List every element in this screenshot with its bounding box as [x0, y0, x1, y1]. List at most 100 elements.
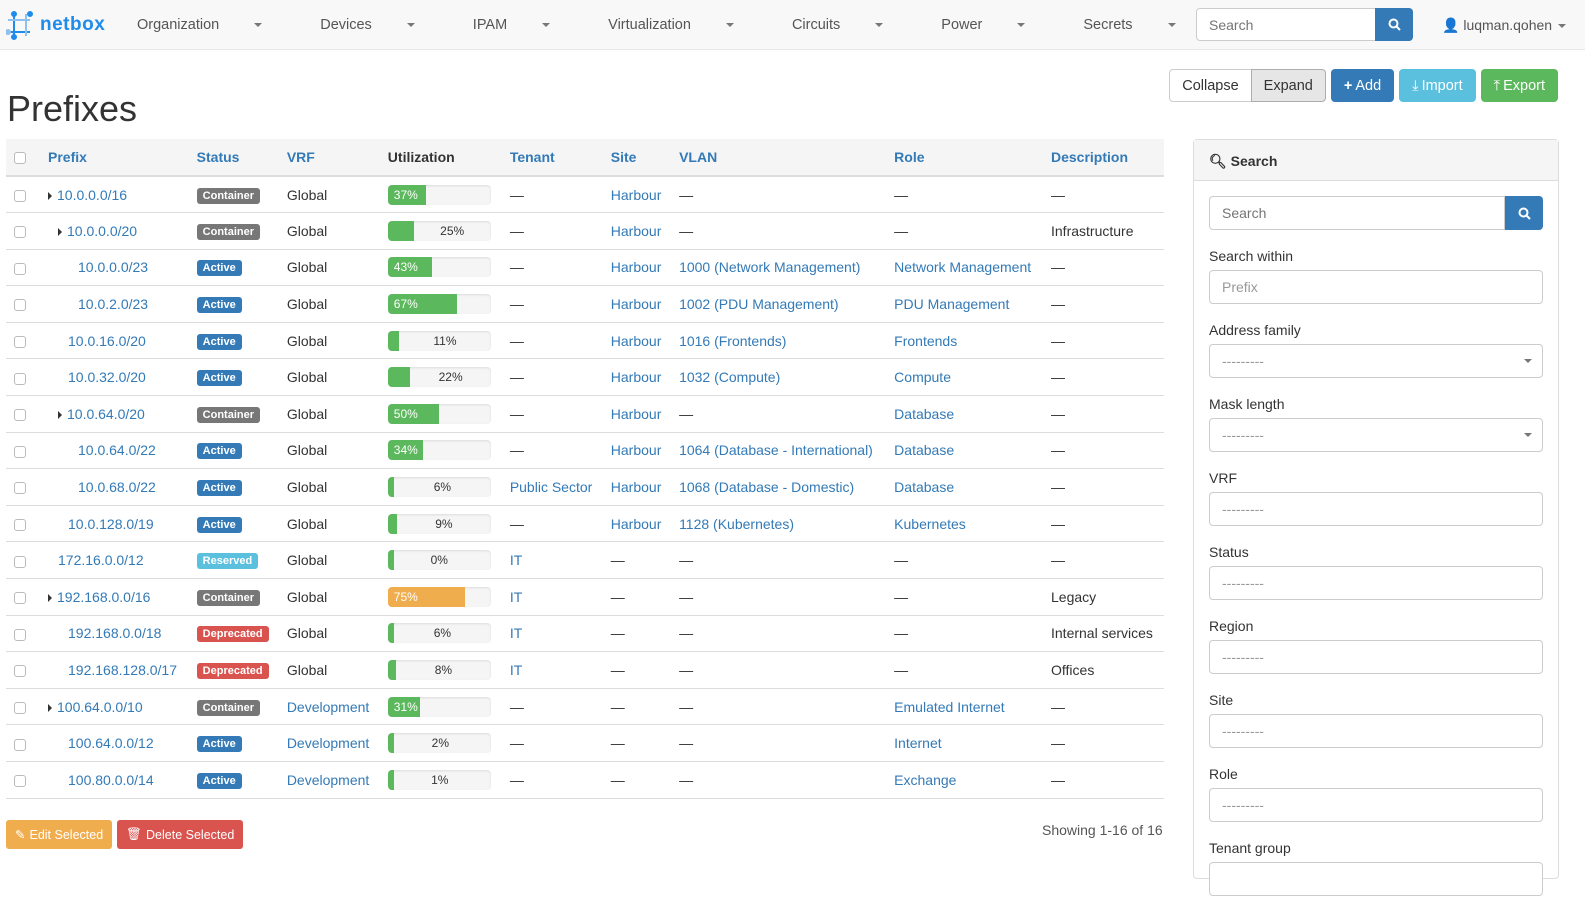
vrf-value[interactable]: Development — [286, 771, 370, 788]
site-input[interactable]: --------- — [1209, 714, 1543, 748]
role-input[interactable]: --------- — [1209, 788, 1543, 822]
site-value[interactable]: Harbour — [610, 442, 662, 459]
prefix-link[interactable]: 192.168.0.0/18 — [68, 625, 162, 642]
role-value[interactable]: Database — [894, 479, 955, 496]
region-input[interactable]: --------- — [1209, 640, 1543, 674]
row-checkbox[interactable] — [14, 555, 26, 568]
expand-toggle-icon[interactable] — [48, 703, 52, 712]
brand-logo[interactable]: netbox — [6, 10, 105, 40]
row-checkbox[interactable] — [14, 189, 26, 202]
row-checkbox[interactable] — [14, 701, 26, 714]
tenant-value[interactable]: IT — [509, 662, 523, 679]
prefix-link[interactable]: 172.16.0.0/12 — [58, 552, 144, 569]
column-header-description[interactable]: Description — [1043, 139, 1164, 177]
site-value[interactable]: Harbour — [610, 479, 662, 496]
tenant-group-input[interactable] — [1209, 862, 1543, 896]
panel-search-input[interactable] — [1209, 196, 1506, 230]
nav-search-button[interactable] — [1375, 8, 1413, 41]
edit-selected-button[interactable]: ✎ Edit Selected — [6, 820, 113, 849]
nav-menu-circuits[interactable]: Circuits — [792, 17, 912, 33]
site-value[interactable]: Harbour — [610, 332, 662, 349]
search-within-input[interactable]: Prefix — [1209, 270, 1543, 304]
row-checkbox[interactable] — [14, 372, 26, 385]
nav-menu-ipam[interactable]: IPAM — [473, 17, 579, 33]
row-checkbox[interactable] — [14, 518, 26, 531]
column-header-vrf[interactable]: VRF — [278, 139, 380, 177]
prefix-link[interactable]: 192.168.0.0/16 — [57, 588, 151, 605]
prefix-link[interactable]: 100.64.0.0/12 — [68, 735, 154, 752]
vlan-value[interactable]: 1128 (Kubernetes) — [679, 515, 794, 532]
vlan-value[interactable]: 1064 (Database - International) — [679, 442, 873, 459]
expand-toggle-icon[interactable] — [48, 593, 52, 602]
row-checkbox[interactable] — [14, 482, 26, 495]
prefix-link[interactable]: 100.80.0.0/14 — [68, 771, 154, 788]
role-value[interactable]: Frontends — [894, 332, 958, 349]
site-value[interactable]: Harbour — [610, 296, 662, 313]
expand-toggle-icon[interactable] — [48, 191, 52, 200]
import-button[interactable]: ⤓ Import — [1399, 69, 1476, 102]
column-header-vlan[interactable]: VLAN — [671, 139, 887, 177]
vrf-value[interactable]: Development — [286, 698, 370, 715]
prefix-link[interactable]: 10.0.0.0/16 — [57, 186, 128, 203]
role-value[interactable]: Exchange — [894, 771, 957, 788]
role-value[interactable]: Database — [894, 442, 955, 459]
role-value[interactable]: PDU Management — [894, 296, 1010, 313]
nav-menu-virtualization[interactable]: Virtualization — [608, 17, 763, 33]
tenant-value[interactable]: IT — [509, 588, 523, 605]
role-value[interactable]: Internet — [894, 735, 942, 752]
status-input[interactable]: --------- — [1209, 566, 1543, 600]
prefix-link[interactable]: 100.64.0.0/10 — [57, 698, 143, 715]
row-checkbox[interactable] — [14, 775, 26, 788]
select-all-checkbox[interactable] — [14, 152, 26, 165]
column-header-site[interactable]: Site — [602, 139, 672, 177]
vrf-value[interactable]: Development — [286, 735, 370, 752]
role-value[interactable]: Emulated Internet — [894, 698, 1005, 715]
site-value[interactable]: Harbour — [610, 222, 662, 239]
vlan-value[interactable]: 1016 (Frontends) — [679, 332, 787, 349]
nav-menu-organization[interactable]: Organization — [137, 17, 291, 33]
prefix-link[interactable]: 10.0.68.0/22 — [78, 479, 156, 496]
row-checkbox[interactable] — [14, 409, 26, 422]
row-checkbox[interactable] — [14, 665, 26, 678]
panel-search-button[interactable] — [1505, 196, 1543, 230]
column-header-prefix[interactable]: Prefix — [40, 139, 189, 177]
role-value[interactable]: Network Management — [894, 259, 1032, 276]
vlan-value[interactable]: 1032 (Compute) — [679, 369, 781, 386]
column-header-tenant[interactable]: Tenant — [501, 139, 603, 177]
tenant-value[interactable]: Public Sector — [509, 479, 593, 496]
role-value[interactable]: Compute — [894, 369, 951, 386]
prefix-link[interactable]: 192.168.128.0/17 — [68, 662, 177, 679]
export-button[interactable]: ⤒ Export — [1480, 69, 1558, 102]
address-family-select[interactable]: --------- — [1209, 344, 1543, 378]
row-checkbox[interactable] — [14, 628, 26, 641]
column-header-status[interactable]: Status — [188, 139, 279, 177]
prefix-link[interactable]: 10.0.2.0/23 — [78, 296, 149, 313]
role-value[interactable]: Database — [894, 405, 955, 422]
row-checkbox[interactable] — [14, 445, 26, 458]
site-value[interactable]: Harbour — [610, 515, 662, 532]
user-menu[interactable]: 👤 luqman.qohen — [1442, 17, 1567, 34]
site-value[interactable]: Harbour — [610, 259, 662, 276]
nav-menu-secrets[interactable]: Secrets — [1083, 17, 1204, 33]
role-value[interactable]: Kubernetes — [894, 515, 966, 532]
row-checkbox[interactable] — [14, 738, 26, 751]
vrf-input[interactable]: --------- — [1209, 492, 1543, 526]
prefix-link[interactable]: 10.0.16.0/20 — [68, 332, 146, 349]
expand-toggle-icon[interactable] — [58, 227, 62, 236]
vlan-value[interactable]: 1000 (Network Management) — [679, 259, 861, 276]
tenant-value[interactable]: IT — [509, 625, 523, 642]
collapse-button[interactable]: Collapse — [1169, 69, 1252, 102]
delete-selected-button[interactable]: 🗑 Delete Selected — [117, 820, 244, 849]
prefix-link[interactable]: 10.0.32.0/20 — [68, 369, 146, 386]
nav-search-input[interactable] — [1196, 8, 1376, 41]
vlan-value[interactable]: 1068 (Database - Domestic) — [679, 479, 855, 496]
nav-menu-devices[interactable]: Devices — [320, 17, 444, 33]
expand-button[interactable]: Expand — [1250, 69, 1326, 102]
prefix-link[interactable]: 10.0.128.0/19 — [68, 515, 154, 532]
column-header-role[interactable]: Role — [886, 139, 1043, 177]
site-value[interactable]: Harbour — [610, 369, 662, 386]
nav-menu-power[interactable]: Power — [941, 17, 1054, 33]
row-checkbox[interactable] — [14, 592, 26, 605]
add-button[interactable]: + Add — [1330, 69, 1395, 102]
site-value[interactable]: Harbour — [610, 405, 662, 422]
